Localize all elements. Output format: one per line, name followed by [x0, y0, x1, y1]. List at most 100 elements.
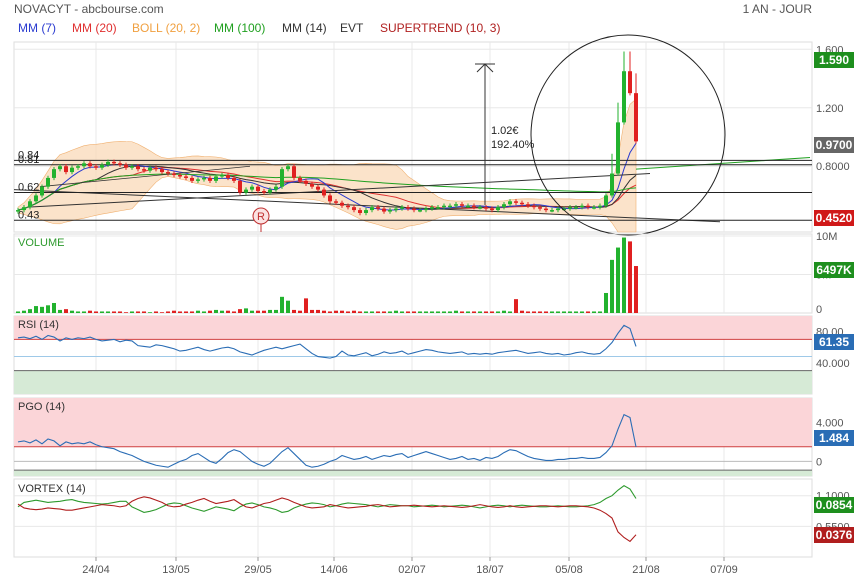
candle-body [46, 177, 50, 187]
candle-body [208, 177, 212, 181]
volume-bar [52, 302, 56, 313]
volume-bar [292, 309, 296, 313]
candle-body [190, 177, 194, 181]
level-label: 0.84 [18, 149, 39, 161]
volume-bar [190, 311, 194, 313]
candle-body [334, 201, 338, 203]
candle-body [532, 205, 536, 208]
mm100-extension [635, 156, 811, 170]
candle-body [424, 208, 428, 211]
volume-bar [526, 311, 530, 313]
volume-bar [328, 311, 332, 313]
volume-bar [346, 311, 350, 313]
candle-body [22, 207, 26, 211]
volume-bar [544, 311, 548, 313]
volume-bar [268, 309, 272, 313]
candle-body [304, 180, 308, 184]
pgo-title: PGO (14) [18, 401, 65, 413]
candle-body [232, 177, 236, 181]
volume-bar [76, 311, 80, 313]
volume-bar [64, 309, 68, 313]
volume-bar [142, 311, 146, 313]
candle-body [430, 207, 434, 209]
x-tick-label: 21/08 [632, 564, 660, 576]
indicator-legend: MM (7) MM (20) BOLL (20, 2) MM (100) MM (14)… [18, 21, 500, 35]
candle-body [88, 163, 92, 167]
rsi-overbought-zone [14, 316, 812, 340]
volume-bar [214, 309, 218, 313]
trend-line [39, 165, 251, 188]
legend-item: BOLL (20, 2) [132, 21, 200, 35]
candle-body [238, 180, 242, 193]
volume-bar [154, 311, 158, 313]
rsi-oversold-zone [14, 370, 812, 394]
x-tick-label: 14/06 [320, 564, 348, 576]
level-label: 0.62 [18, 182, 39, 194]
legend-item: MM (100) [214, 21, 265, 35]
volume-bar [466, 311, 470, 313]
volume-bar [286, 300, 290, 313]
volume-bar [202, 311, 206, 313]
value-badge-text: 0.4520 [816, 211, 853, 225]
volume-bar [136, 311, 140, 313]
value-badge [814, 52, 854, 68]
volume-bar [262, 310, 266, 313]
candle-body [418, 210, 422, 212]
value-badge [814, 527, 854, 543]
candle-body [538, 207, 542, 209]
volume-bar [538, 311, 542, 313]
candle-body [196, 179, 200, 181]
volume-bar [352, 310, 356, 313]
x-tick-label: 24/04 [82, 564, 110, 576]
candle-body [214, 176, 218, 181]
candle-body [406, 207, 410, 209]
volume-bar [628, 241, 632, 313]
value-badge [814, 137, 854, 153]
volume-bar [472, 311, 476, 313]
volume-bar [88, 310, 92, 313]
volume-bar [430, 311, 434, 313]
candle-body [544, 208, 548, 211]
volume-bar [484, 311, 488, 313]
volume-bar [34, 306, 38, 313]
period-label[interactable]: 1 AN - JOUR [743, 2, 813, 16]
candle-body [100, 164, 104, 168]
candle-body [412, 208, 416, 211]
value-badge [814, 430, 854, 446]
candle-body [274, 186, 278, 190]
volume-bar [334, 310, 338, 313]
volume-bar [556, 311, 560, 313]
legend-item: SUPERTREND (10, 3) [380, 21, 500, 35]
volume-bar [454, 310, 458, 313]
candle-body [142, 169, 146, 171]
volume-bar [250, 310, 254, 313]
volume-bar [388, 311, 392, 313]
level-label: 0.43 [18, 209, 39, 221]
vortex-plus-line [17, 485, 637, 514]
volume-bar [562, 311, 566, 313]
chart-title: NOVACYT - abcbourse.com [14, 2, 164, 16]
candle-body [298, 177, 302, 181]
candle-body [70, 167, 74, 173]
candle-body [250, 186, 254, 190]
candle-body [376, 207, 380, 209]
r-marker-label: R [257, 211, 265, 223]
volume-bar [256, 310, 260, 313]
value-badge-text: 1.590 [819, 53, 849, 67]
y-tick-label: 40.000 [816, 358, 850, 370]
volume-bar [514, 299, 518, 313]
candle-body [514, 201, 518, 203]
legend-item: EVT [340, 21, 364, 35]
volume-bar [238, 309, 242, 313]
x-tick-label: 13/05 [162, 564, 190, 576]
candle-body [52, 169, 56, 178]
volume-bar [16, 311, 20, 313]
volume-bar [574, 311, 578, 313]
candle-body [598, 205, 602, 208]
volume-bar [598, 311, 602, 313]
candle-body [622, 71, 626, 123]
candle-body [322, 189, 326, 196]
candle-body [448, 205, 452, 208]
volume-bar [70, 310, 74, 313]
